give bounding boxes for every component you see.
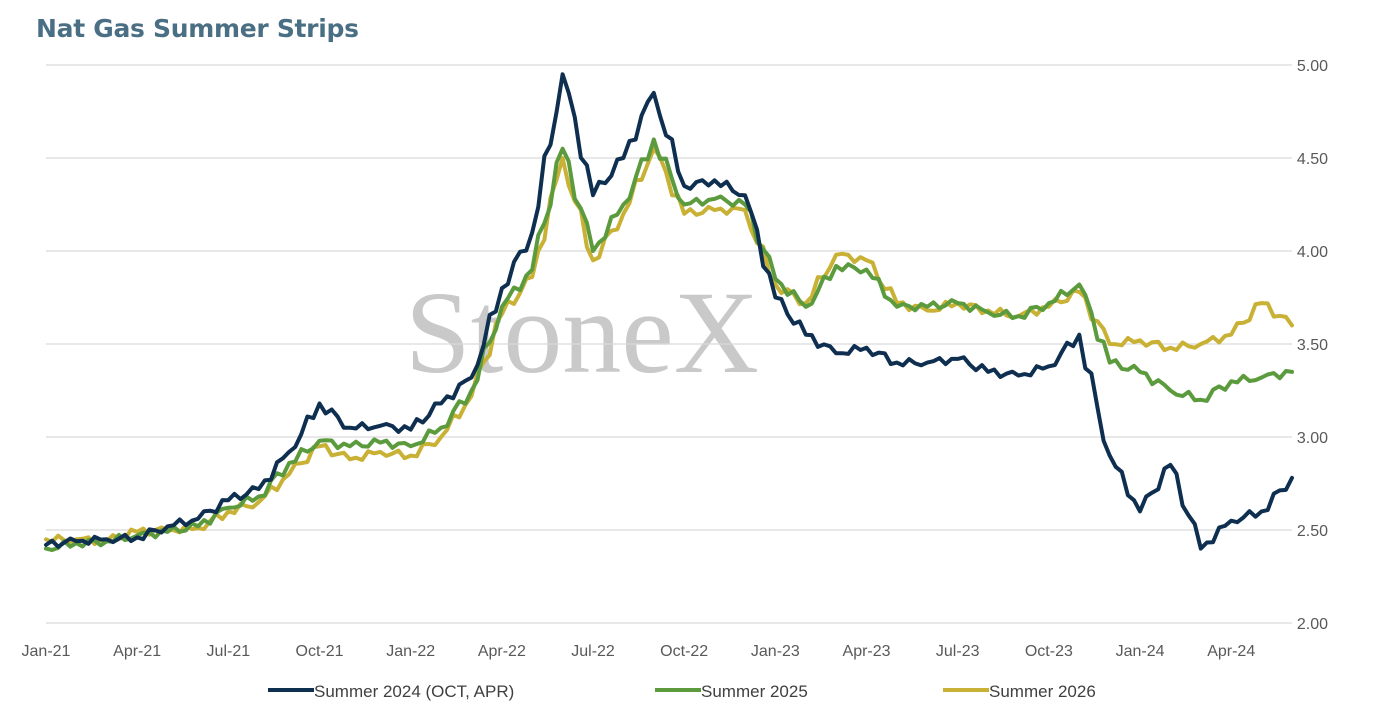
x-tick-label: Jul-23	[936, 643, 980, 660]
x-tick-label: Apr-22	[478, 643, 526, 660]
x-tick-label: Jan-23	[751, 643, 800, 660]
x-tick-label: Apr-23	[843, 643, 891, 660]
legend-label-1: Summer 2024 (OCT, APR)	[314, 682, 514, 701]
y-tick-label: 3.50	[1297, 337, 1328, 354]
x-tick-label: Oct-21	[296, 643, 344, 660]
legend-label-3: Summer 2026	[989, 682, 1096, 701]
x-tick-label: Oct-22	[660, 643, 708, 660]
x-tick-label: Oct-23	[1025, 643, 1073, 660]
legend: Summer 2024 (OCT, APR) Summer 2025 Summer …	[268, 682, 1096, 701]
y-tick-label: 4.00	[1297, 244, 1328, 261]
x-tick-label: Jan-21	[22, 643, 71, 660]
x-tick-label: Apr-21	[113, 643, 161, 660]
x-tick-label: Jul-22	[571, 643, 615, 660]
stonex-watermark: StoneX	[405, 267, 759, 398]
y-tick-label: 2.50	[1297, 523, 1328, 540]
legend-label-2: Summer 2025	[701, 682, 808, 701]
y-axis: 2.00 2.50 3.00 3.50 4.00 4.50 5.00	[1297, 58, 1328, 633]
series-lines	[44, 72, 1294, 552]
chart-title: Nat Gas Summer Strips	[36, 14, 359, 43]
x-tick-label: Jul-21	[207, 643, 251, 660]
y-tick-label: 5.00	[1297, 58, 1328, 75]
y-tick-label: 3.00	[1297, 430, 1328, 447]
y-tick-label: 2.00	[1297, 616, 1328, 633]
series-line-2	[44, 137, 1294, 552]
series-line-1	[44, 72, 1294, 551]
x-tick-label: Jan-24	[1116, 643, 1165, 660]
x-axis: Jan-21 Apr-21 Jul-21 Oct-21 Jan-22 Apr-22 Jul-…	[22, 643, 1256, 660]
y-tick-label: 4.50	[1297, 151, 1328, 168]
x-tick-label: Apr-24	[1207, 643, 1255, 660]
gridlines	[46, 64, 1292, 624]
x-tick-label: Jan-22	[386, 643, 435, 660]
